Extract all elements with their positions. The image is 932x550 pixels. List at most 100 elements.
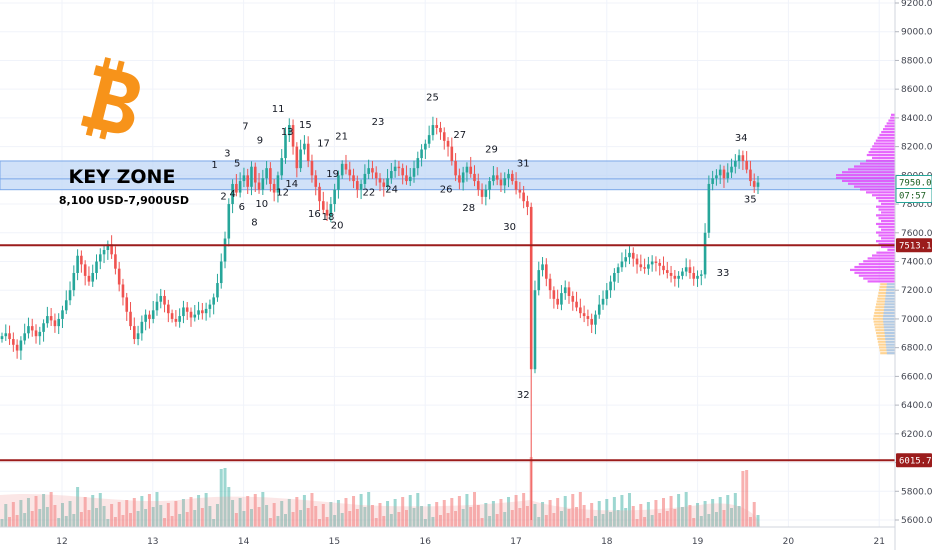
candle-body — [688, 267, 692, 273]
volume-bar — [707, 514, 711, 527]
volume-bar — [83, 497, 87, 527]
volume-bar — [563, 496, 567, 527]
candle-body — [503, 178, 507, 186]
wave-label: 8 — [251, 218, 257, 229]
profile-bar — [854, 165, 895, 168]
candle-body — [639, 264, 643, 268]
volume-bar — [624, 508, 628, 527]
volume-bar — [514, 495, 518, 527]
wave-label: 11 — [272, 104, 285, 115]
volume-bar — [367, 492, 371, 527]
candle-body — [333, 189, 336, 205]
profile-bar — [875, 139, 895, 142]
candle-body — [38, 331, 42, 337]
volume-profile — [836, 113, 895, 355]
wave-label: 15 — [299, 120, 312, 131]
profile-bar-split — [883, 311, 895, 315]
volume-bar — [699, 516, 703, 527]
volume-bar — [26, 498, 30, 527]
candle-body — [348, 169, 352, 176]
profile-bar — [877, 136, 895, 139]
wave-label: 34 — [735, 133, 748, 144]
candle-body — [692, 272, 696, 279]
candlesticks — [0, 116, 760, 520]
profile-bar — [876, 240, 895, 243]
wave-label: 24 — [385, 185, 398, 196]
candle-body — [182, 307, 185, 317]
candle-body — [329, 204, 333, 216]
profile-bar-split — [883, 309, 895, 312]
profile-bar — [887, 248, 895, 251]
candle-body — [677, 275, 680, 279]
volume-bar — [386, 501, 390, 527]
volume-bar — [151, 507, 155, 527]
candle-body — [635, 258, 639, 265]
volume-bar — [265, 505, 269, 527]
profile-bar — [884, 125, 895, 128]
candle-body — [201, 310, 204, 314]
candle-body — [61, 310, 64, 319]
price-tags: 7513.1 6015.7 7950.0 07:57 — [895, 175, 932, 468]
volume-bar — [208, 506, 212, 527]
candle-body — [42, 323, 45, 332]
x-tick-label: 20 — [783, 537, 795, 547]
volume-bar — [106, 519, 110, 527]
candle-body — [446, 140, 450, 147]
volume-bar — [23, 513, 27, 527]
candle-body — [431, 125, 435, 136]
candle-body — [756, 182, 760, 187]
volume-bar — [340, 513, 344, 527]
wave-labels: 1234567891011121314151617181920212223242… — [211, 93, 756, 401]
candle-body — [314, 175, 318, 187]
volume-bar — [374, 518, 378, 527]
volume-bar — [72, 514, 76, 527]
candle-body — [594, 314, 597, 325]
candle-body — [287, 125, 291, 136]
candle-body — [238, 181, 242, 193]
volume-bar — [181, 499, 185, 527]
volume-bar — [537, 517, 541, 527]
candle-body — [167, 304, 170, 314]
volume-bar — [306, 508, 310, 527]
profile-bar-split — [885, 340, 895, 343]
candle-body — [363, 173, 367, 184]
candle-body — [193, 314, 197, 318]
volume-bar — [280, 501, 284, 527]
volume-bar — [412, 508, 416, 527]
candle-body — [718, 169, 722, 176]
profile-bar — [836, 176, 895, 180]
volume-bar — [457, 496, 461, 527]
volume-bar — [552, 513, 556, 527]
horizontal-levels — [0, 244, 895, 462]
candle-body — [106, 244, 110, 251]
profile-bar — [878, 199, 895, 203]
profile-bar — [866, 191, 895, 194]
candle-body — [53, 320, 57, 327]
candle-body — [91, 272, 95, 282]
wave-label: 20 — [331, 220, 344, 231]
volume-bar — [748, 517, 752, 527]
x-tick-label: 13 — [147, 537, 158, 547]
wave-label: 9 — [257, 136, 263, 147]
profile-bar — [860, 162, 895, 165]
wave-label: 25 — [426, 93, 439, 104]
x-axis[interactable]: 12 13 14 15 16 17 18 19 20 21 — [0, 526, 895, 547]
candle-body — [624, 257, 627, 262]
volume-bar — [125, 500, 129, 527]
y-axis[interactable]: 9200.09000.08800.08600.08400.08200.08000… — [894, 0, 932, 550]
candle-body — [178, 316, 181, 322]
candle-body — [148, 314, 151, 319]
candle-body — [136, 333, 140, 340]
candle-body — [650, 261, 654, 265]
profile-bar — [883, 128, 895, 131]
candle-body — [189, 311, 193, 318]
volume-bar — [352, 496, 356, 527]
volume-bars — [0, 457, 760, 527]
profile-bar — [881, 228, 895, 231]
candle-body — [291, 125, 295, 147]
volume-bar — [15, 515, 19, 527]
profile-bar — [881, 211, 895, 214]
wave-label: 29 — [485, 144, 498, 155]
candle-body — [303, 143, 306, 150]
